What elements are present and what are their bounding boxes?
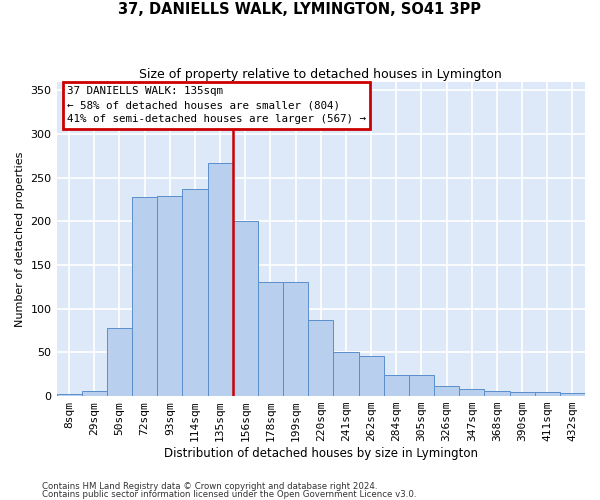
Bar <box>182 189 208 396</box>
X-axis label: Distribution of detached houses by size in Lymington: Distribution of detached houses by size … <box>164 447 478 460</box>
Y-axis label: Number of detached properties: Number of detached properties <box>15 151 25 326</box>
Bar <box>308 320 334 396</box>
Bar <box>334 352 359 396</box>
Bar <box>383 375 409 396</box>
Bar <box>434 386 459 396</box>
Bar <box>258 282 283 396</box>
Bar <box>359 356 383 396</box>
Bar <box>82 391 107 396</box>
Text: 37, DANIELLS WALK, LYMINGTON, SO41 3PP: 37, DANIELLS WALK, LYMINGTON, SO41 3PP <box>119 2 482 18</box>
Bar <box>459 389 484 396</box>
Text: Contains public sector information licensed under the Open Government Licence v3: Contains public sector information licen… <box>42 490 416 499</box>
Bar <box>409 375 434 396</box>
Bar <box>157 196 182 396</box>
Bar <box>560 394 585 396</box>
Bar <box>233 222 258 396</box>
Title: Size of property relative to detached houses in Lymington: Size of property relative to detached ho… <box>139 68 502 80</box>
Text: 37 DANIELLS WALK: 135sqm
← 58% of detached houses are smaller (804)
41% of semi-: 37 DANIELLS WALK: 135sqm ← 58% of detach… <box>67 86 366 124</box>
Text: Contains HM Land Registry data © Crown copyright and database right 2024.: Contains HM Land Registry data © Crown c… <box>42 482 377 491</box>
Bar <box>484 391 509 396</box>
Bar <box>283 282 308 396</box>
Bar <box>208 163 233 396</box>
Bar <box>132 197 157 396</box>
Bar <box>535 392 560 396</box>
Bar <box>509 392 535 396</box>
Bar <box>56 394 82 396</box>
Bar <box>107 328 132 396</box>
